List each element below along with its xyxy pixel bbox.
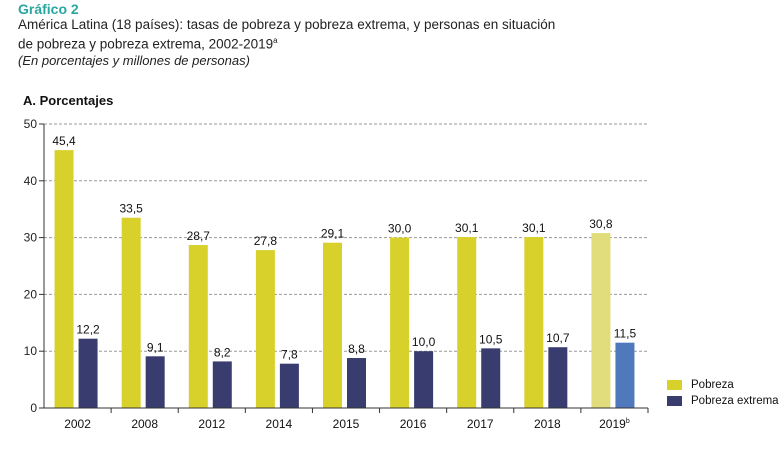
figure-title-line2-text: de pobreza y pobreza extrema, 2002-2019: [18, 36, 274, 52]
data-label: 10,5: [479, 332, 503, 346]
figure-title-footnote: a: [273, 36, 278, 45]
data-label: 30,1: [522, 221, 546, 235]
data-label: 27,8: [254, 234, 278, 248]
legend-swatch-extrema: [667, 396, 682, 406]
x-tick-label: 2019b: [599, 417, 630, 431]
y-tick-label: 40: [24, 174, 38, 188]
bar-pobreza: [323, 242, 342, 408]
x-tick-label: 2017: [467, 417, 494, 431]
bar-pobreza: [255, 250, 275, 408]
y-tick-label: 10: [24, 344, 38, 358]
chart-header: Gráfico 2 América Latina (18 países): ta…: [18, 2, 758, 69]
data-label: 30,1: [455, 221, 479, 235]
data-label: 10,7: [546, 331, 570, 345]
data-label: 29,1: [321, 227, 345, 241]
data-label: 30,0: [388, 222, 412, 236]
panel-title: A. Porcentajes: [23, 93, 114, 108]
data-label: 12,2: [76, 323, 100, 337]
legend-swatch-pobreza: [667, 380, 682, 390]
y-tick-label: 0: [30, 401, 37, 415]
legend-item-pobreza: Pobreza: [667, 377, 779, 393]
bar-pobreza: [121, 217, 141, 408]
bar-pobreza-extrema: [347, 358, 366, 408]
legend: Pobreza Pobreza extrema: [667, 377, 779, 409]
data-label: 33,5: [119, 202, 143, 216]
bar-pobreza-extrema: [414, 351, 434, 408]
bar-pobreza-extrema: [481, 348, 501, 408]
figure-subtitle: (En porcentajes y millones de personas): [18, 52, 250, 68]
x-tick-label: 2014: [266, 417, 293, 431]
data-label: 28,7: [187, 229, 211, 243]
bar-pobreza: [457, 237, 477, 408]
bar-pobreza: [390, 237, 410, 408]
data-label: 8,2: [214, 345, 231, 359]
bar-pobreza-extrema: [145, 356, 165, 408]
bar-pobreza: [524, 237, 544, 408]
bar-pobreza-extrema: [78, 338, 98, 408]
bar-pobreza-extrema: [615, 342, 635, 408]
data-label: 7,8: [281, 348, 298, 362]
legend-label-extrema: Pobreza extrema: [691, 395, 779, 407]
legend-item-extrema: Pobreza extrema: [667, 393, 779, 409]
data-label: 45,4: [52, 134, 76, 148]
bar-pobreza-extrema: [212, 361, 232, 408]
x-tick-label: 2016: [400, 417, 427, 431]
legend-label-pobreza: Pobreza: [691, 379, 734, 391]
y-tick-label: 50: [24, 117, 38, 131]
figure-title-line1: América Latina (18 países): tasas de pob…: [18, 17, 556, 32]
data-label: 10,0: [412, 335, 436, 349]
x-tick-label: 2018: [534, 417, 561, 431]
x-tick-label: 2012: [198, 417, 225, 431]
bar-pobreza-extrema: [279, 363, 299, 408]
x-tick-label: 2015: [333, 417, 360, 431]
bar-pobreza: [591, 233, 611, 408]
x-tick-label: 2002: [64, 417, 91, 431]
figure-title-line2: de pobreza y pobreza extrema, 2002-2019a: [18, 33, 758, 53]
data-label: 11,5: [614, 327, 637, 341]
x-tick-label: 2008: [131, 417, 158, 431]
data-label: 30,8: [589, 217, 613, 231]
data-label: 8,8: [348, 342, 365, 356]
figure-label: Gráfico 2: [18, 1, 79, 17]
bar-pobreza: [54, 150, 74, 409]
y-tick-label: 30: [24, 231, 38, 245]
bar-pobreza-extrema: [548, 347, 568, 408]
bar-pobreza: [188, 244, 208, 408]
y-tick-label: 20: [24, 287, 38, 301]
x-tick-footnote: b: [626, 418, 630, 425]
data-label: 9,1: [147, 340, 164, 354]
